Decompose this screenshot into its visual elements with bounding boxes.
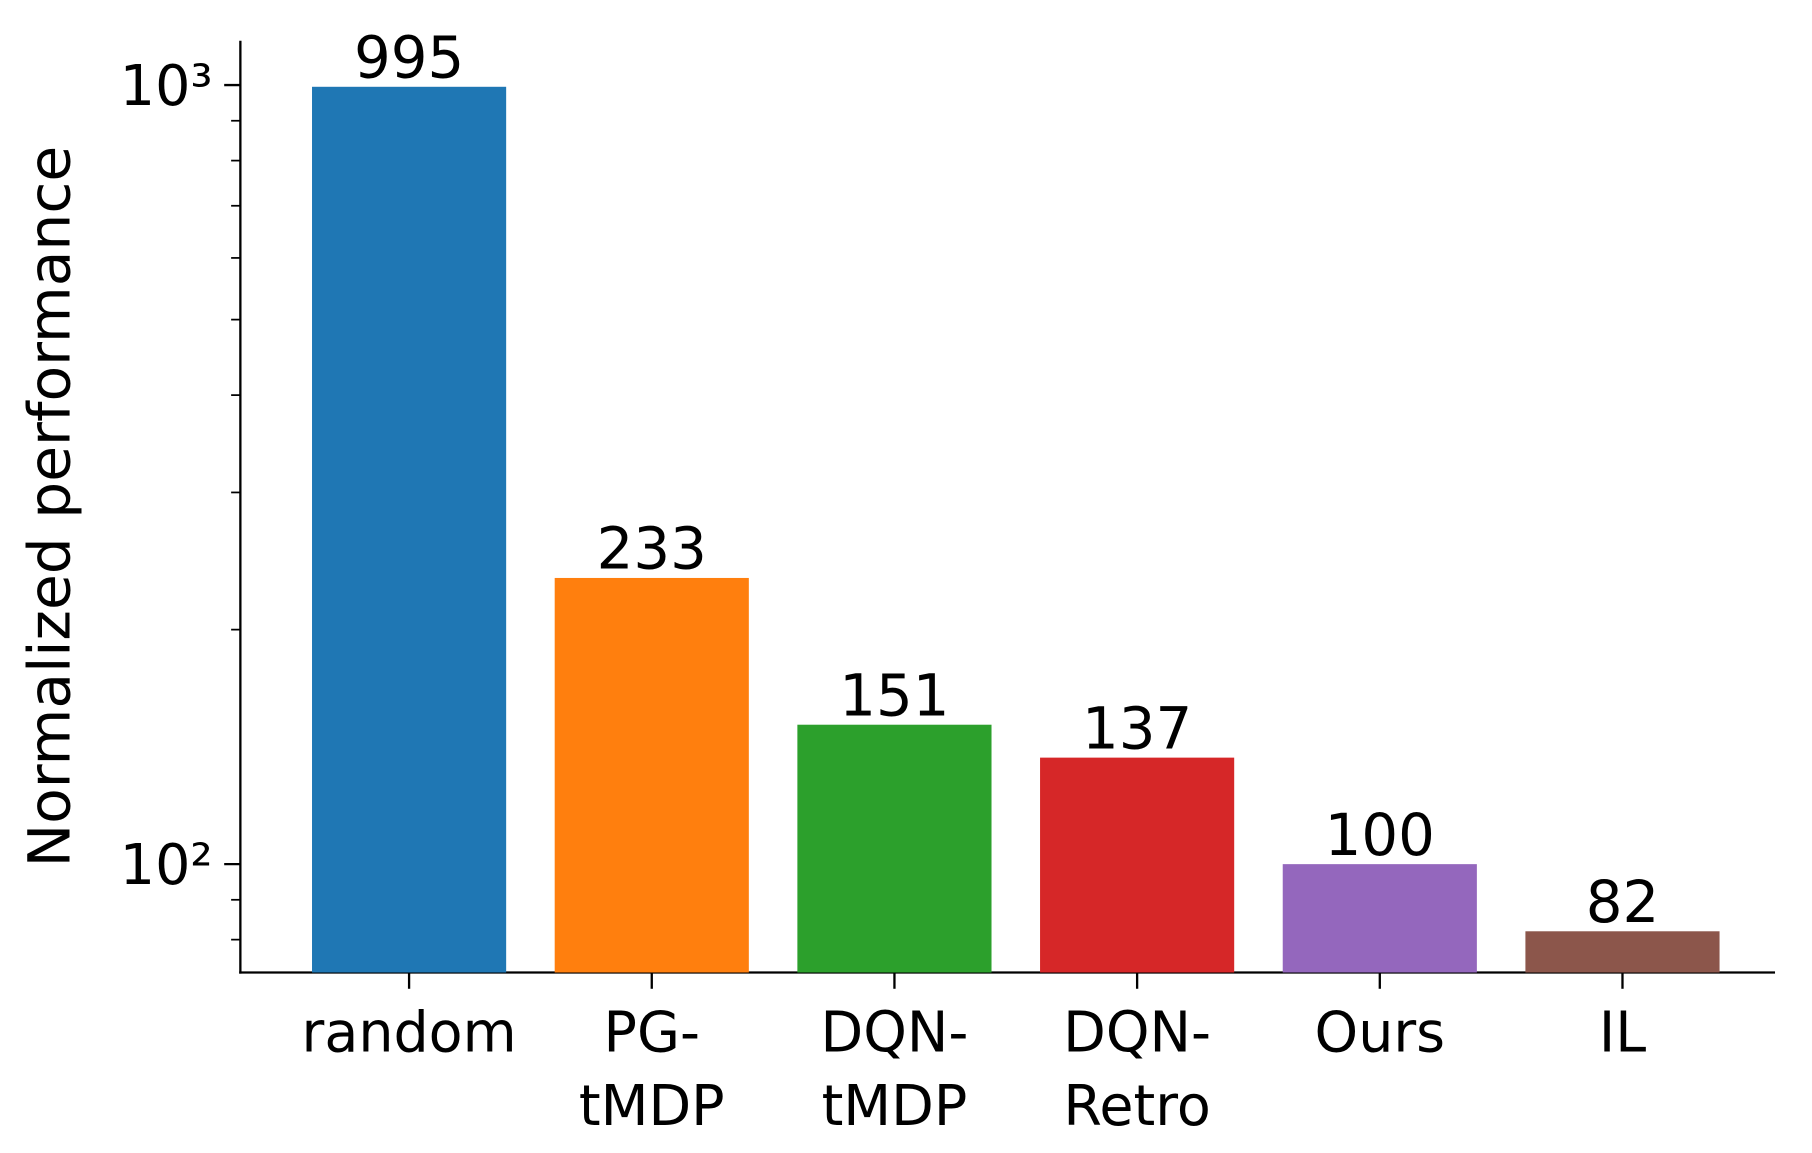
bar: [1282, 864, 1477, 973]
x-tick-label: Ours: [1315, 1000, 1445, 1065]
y-axis-label: Normalized performance: [16, 146, 84, 868]
value-label: 995: [354, 23, 464, 91]
value-label: 233: [597, 514, 707, 582]
x-tick-label: Retro: [1063, 1074, 1210, 1139]
value-label: 137: [1082, 694, 1192, 762]
bar: [797, 724, 992, 973]
y-tick-label: 10³: [120, 54, 213, 119]
x-tick-label: DQN-: [821, 1000, 969, 1065]
value-label: 151: [839, 661, 949, 729]
x-tick-label: PG-: [604, 1000, 700, 1065]
x-tick-label: IL: [1599, 1000, 1646, 1065]
bar: [1040, 757, 1235, 973]
bar: [1525, 931, 1720, 973]
bar: [312, 86, 507, 973]
x-tick-label: random: [302, 1000, 517, 1065]
y-tick-label: 10²: [120, 833, 213, 898]
bar: [554, 577, 749, 973]
x-tick-label: DQN-: [1063, 1000, 1211, 1065]
value-label: 100: [1325, 801, 1435, 869]
x-tick-label: tMDP: [822, 1074, 968, 1139]
value-label: 82: [1586, 868, 1660, 936]
x-tick-label: tMDP: [579, 1074, 725, 1139]
